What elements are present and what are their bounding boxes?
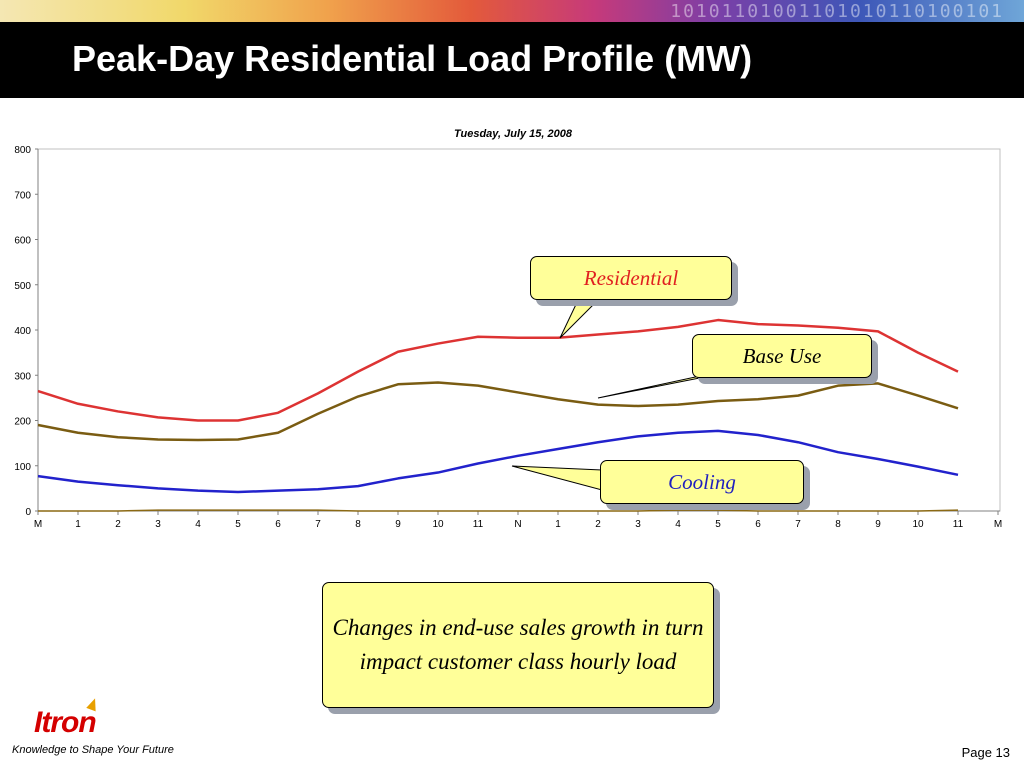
tagline: Knowledge to Shape Your Future <box>12 744 174 756</box>
x-tick-label: 11 <box>473 519 484 530</box>
y-tick-label: 300 <box>14 371 31 382</box>
x-tick-label: 6 <box>755 519 761 530</box>
x-tick-label: 9 <box>395 519 401 530</box>
base-use-callout: Base Use <box>692 334 872 378</box>
header-digits: 10101101001101010110100101 <box>670 1 1004 22</box>
x-tick-label: 2 <box>115 519 121 530</box>
x-tick-label: M <box>994 519 1002 530</box>
page-number: Page 13 <box>961 745 1010 760</box>
x-tick-label: 8 <box>355 519 361 530</box>
y-tick-label: 400 <box>14 326 31 337</box>
x-tick-label: 5 <box>235 519 241 530</box>
y-tick-label: 100 <box>14 462 31 473</box>
callout-pointers <box>511 295 721 491</box>
x-tick-label: M <box>34 519 42 530</box>
x-tick-label: 2 <box>595 519 601 530</box>
residential-callout: Residential <box>530 256 732 300</box>
series-line-3 <box>38 509 959 512</box>
y-axis-ticks: 0 100 200 300 400 500 600 700 800 <box>14 145 38 518</box>
x-tick-label: 11 <box>953 519 964 530</box>
x-tick-label: 4 <box>675 519 681 530</box>
y-tick-label: 800 <box>14 145 31 156</box>
x-tick-label: 9 <box>875 519 881 530</box>
series-lines <box>37 318 959 512</box>
y-tick-label: 0 <box>25 507 31 518</box>
x-tick-label: 3 <box>635 519 641 530</box>
series-line-0 <box>37 318 959 422</box>
message-callout: Changes in end-use sales growth in turn … <box>322 582 714 708</box>
y-tick-label: 700 <box>14 190 31 201</box>
chart-title: Tuesday, July 15, 2008 <box>454 128 573 140</box>
x-tick-label: 8 <box>835 519 841 530</box>
x-tick-label: 10 <box>912 519 924 530</box>
page-title: Peak-Day Residential Load Profile (MW) <box>72 38 753 79</box>
x-tick-label: 10 <box>432 519 444 530</box>
x-tick-label: 1 <box>555 519 561 530</box>
header-color-strip: 10101101001101010110100101 <box>0 0 1024 22</box>
x-tick-label: 1 <box>75 519 81 530</box>
x-tick-label: 6 <box>275 519 281 530</box>
y-tick-label: 200 <box>14 417 31 428</box>
series-line-1 <box>37 381 959 442</box>
x-tick-label: 4 <box>195 519 201 530</box>
itron-logo: Itron <box>34 706 97 739</box>
cooling-callout: Cooling <box>600 460 804 504</box>
x-tick-label: 3 <box>155 519 161 530</box>
title-bar <box>0 22 1024 98</box>
series-line-2 <box>37 429 959 494</box>
x-tick-label: N <box>514 519 521 530</box>
y-tick-label: 500 <box>14 281 31 292</box>
x-tick-label: 7 <box>315 519 321 530</box>
x-tick-label: 7 <box>795 519 801 530</box>
y-tick-label: 600 <box>14 236 31 247</box>
load-profile-chart: Tuesday, July 15, 2008 0 100 200 300 400 500 6… <box>14 128 1002 530</box>
x-tick-label: 5 <box>715 519 721 530</box>
x-axis-ticks: M 1 2 3 4 5 6 7 8 9 10 11 N 1 2 3 4 5 6 7 8 9 10 11 M <box>34 511 1002 530</box>
